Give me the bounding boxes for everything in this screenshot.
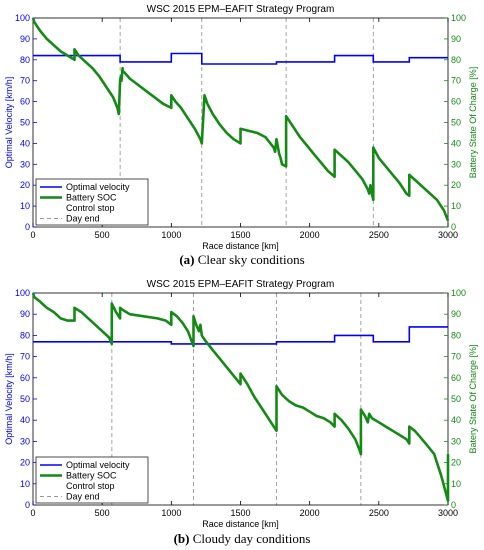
y-left-tick-label: 60 [20, 97, 30, 107]
y-right-tick-label: 60 [451, 97, 461, 107]
y-left-axis-label: Optimal Velocity [km/h] [4, 353, 14, 445]
y-left-tick-label: 0 [25, 222, 30, 232]
y-right-tick-label: 100 [451, 13, 466, 23]
series-battery-soc [31, 17, 450, 222]
caption-b-text: Cloudy day conditions [192, 531, 311, 546]
caption-a-letter: (a) [179, 252, 195, 267]
y-right-tick-label: 90 [451, 309, 461, 319]
y-left-tick-label: 20 [20, 458, 30, 468]
y-right-tick-label: 40 [451, 415, 461, 425]
y-right-tick-label: 10 [451, 201, 461, 211]
y-left-tick-label: 50 [20, 118, 30, 128]
y-left-tick-label: 100 [15, 288, 30, 298]
legend-label: Battery SOC [66, 471, 117, 481]
caption-b-letter: (b) [173, 531, 190, 546]
y-left-tick-label: 70 [20, 76, 30, 86]
y-right-tick-label: 20 [451, 180, 461, 190]
x-tick-label: 2000 [300, 230, 320, 240]
y-right-tick-label: 50 [451, 394, 461, 404]
y-left-tick-label: 0 [25, 500, 30, 510]
caption-a: (a) Clear sky conditions [0, 252, 484, 268]
y-left-tick-label: 40 [20, 138, 30, 148]
x-tick-label: 1500 [230, 508, 250, 518]
y-left-tick-label: 20 [20, 180, 30, 190]
caption-b: (b) Cloudy day conditions [0, 531, 484, 547]
legend-label: Control stop [66, 481, 115, 491]
y-left-tick-label: 30 [20, 159, 30, 169]
y-right-tick-label: 70 [451, 352, 461, 362]
x-tick-label: 500 [95, 230, 110, 240]
y-right-tick-label: 100 [451, 288, 466, 298]
legend-label: Optimal velocity [66, 182, 130, 192]
legend-label: Optimal velocity [66, 460, 130, 470]
x-tick-label: 1000 [161, 508, 181, 518]
y-right-tick-label: 40 [451, 138, 461, 148]
y-right-tick-label: 80 [451, 330, 461, 340]
y-left-tick-label: 10 [20, 479, 30, 489]
x-axis-label: Race distance [km] [202, 519, 279, 529]
y-left-tick-label: 10 [20, 201, 30, 211]
x-tick-label: 0 [30, 230, 35, 240]
y-left-tick-label: 80 [20, 55, 30, 65]
y-right-tick-label: 30 [451, 436, 461, 446]
y-right-tick-label: 50 [451, 118, 461, 128]
y-right-tick-label: 60 [451, 373, 461, 383]
y-right-tick-label: 30 [451, 159, 461, 169]
y-left-axis-label: Optimal Velocity [km/h] [4, 77, 14, 169]
y-left-tick-label: 90 [20, 34, 30, 44]
y-left-tick-label: 90 [20, 309, 30, 319]
x-tick-label: 0 [30, 508, 35, 518]
y-right-tick-label: 0 [451, 222, 456, 232]
y-left-tick-label: 30 [20, 436, 30, 446]
y-right-tick-label: 90 [451, 34, 461, 44]
x-tick-label: 3000 [438, 230, 458, 240]
x-tick-label: 2500 [369, 230, 389, 240]
x-tick-label: 2500 [369, 508, 389, 518]
legend-box [35, 456, 149, 504]
x-tick-label: 500 [95, 508, 110, 518]
y-left-tick-label: 60 [20, 373, 30, 383]
series-optimal-velocity [33, 52, 448, 65]
y-right-tick-label: 80 [451, 55, 461, 65]
legend-label: Day end [66, 492, 100, 502]
y-left-tick-label: 70 [20, 352, 30, 362]
legend-label: Battery SOC [66, 193, 117, 203]
y-left-tick-label: 80 [20, 330, 30, 340]
y-left-tick-label: 100 [15, 13, 30, 23]
y-right-axis-label: Battery State Of Charge [%] [468, 67, 478, 179]
y-right-axis-label: Batery State Of Charge [%] [468, 344, 478, 453]
y-left-tick-label: 50 [20, 394, 30, 404]
x-axis-label: Race distance [km] [202, 241, 279, 251]
legend-label: Control stop [66, 203, 115, 213]
y-right-tick-label: 10 [451, 479, 461, 489]
y-left-tick-label: 40 [20, 415, 30, 425]
y-right-tick-label: 0 [451, 500, 456, 510]
chart-title: WSC 2015 EPM–EAFIT Strategy Program [147, 4, 335, 15]
chart-title: WSC 2015 EPM–EAFIT Strategy Program [147, 279, 335, 290]
x-tick-label: 1000 [161, 230, 181, 240]
x-tick-label: 1500 [230, 230, 250, 240]
series-optimal-velocity [33, 326, 448, 345]
y-right-tick-label: 20 [451, 458, 461, 468]
series-battery-soc [31, 292, 450, 503]
y-right-tick-label: 70 [451, 76, 461, 86]
x-tick-label: 3000 [438, 508, 458, 518]
x-tick-label: 2000 [300, 508, 320, 518]
caption-a-text: Clear sky conditions [197, 252, 305, 267]
legend-label: Day end [66, 214, 100, 224]
